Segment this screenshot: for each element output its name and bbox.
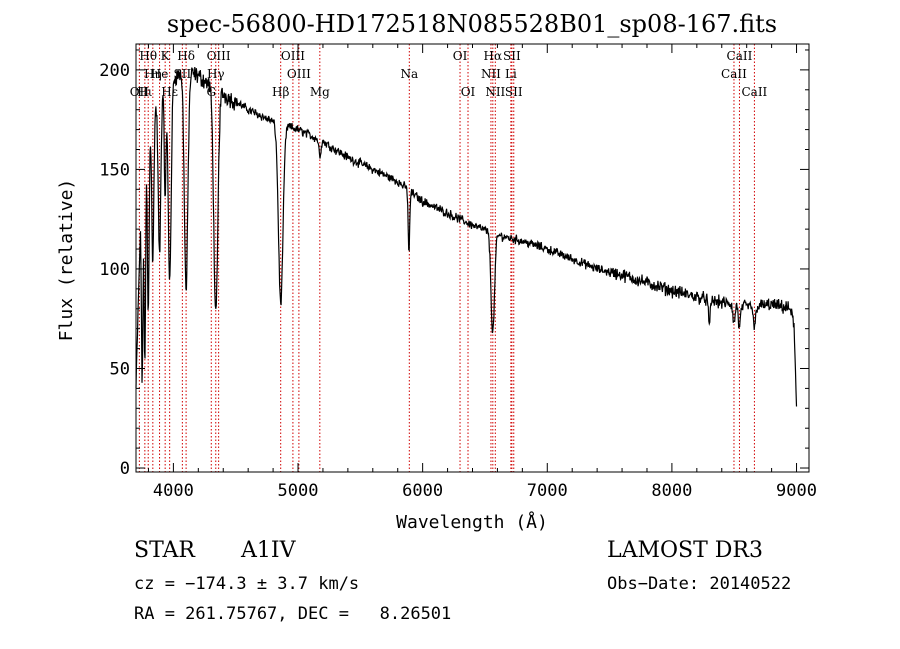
line-label-19: Hι (137, 85, 152, 99)
object-subclass: A1IV (241, 538, 296, 563)
y-tick-label-2: 100 (99, 260, 130, 280)
line-label-0: Hθ (139, 49, 157, 63)
line-label-12: Hγ (207, 67, 225, 81)
x-tick-label-2: 6000 (402, 481, 443, 501)
line-label-2: Hδ (177, 49, 195, 63)
line-label-16: Li (505, 67, 517, 81)
line-label-25: NII (485, 85, 505, 99)
line-label-15: NII (481, 67, 501, 81)
line-label-9: Hη (144, 67, 162, 81)
coordinates-readout: RA = 261.75767, DEC = 8.26501 (134, 604, 452, 624)
y-tick-label-3: 150 (99, 160, 130, 180)
line-label-5: OI (453, 49, 468, 63)
line-label-14: Na (400, 67, 418, 81)
line-label-4: OIII (281, 49, 305, 63)
plot-frame (135, 43, 810, 473)
x-axis-label: Wavelength (Å) (396, 511, 548, 533)
object-type: STAR (134, 538, 195, 563)
x-tick-label-0: 4000 (153, 481, 194, 501)
line-label-3: OIII (207, 49, 231, 63)
line-label-20: Hε (161, 85, 178, 99)
line-label-1: K (161, 49, 171, 63)
y-tick-label-0: 0 (120, 459, 130, 479)
line-label-13: OIII (287, 67, 311, 81)
y-tick-label-1: 50 (110, 359, 130, 379)
chart-title: spec-56800-HD172518N085528B01_sp08-167.f… (167, 10, 777, 38)
line-label-27: CaII (741, 85, 767, 99)
x-axis-ticks: 4000 5000 6000 7000 8000 9000 (147, 44, 817, 501)
survey-name: LAMOST DR3 (607, 538, 763, 563)
redshift-readout: cz = −174.3 ± 3.7 km/s (134, 574, 360, 594)
x-tick-label-4: 8000 (651, 481, 692, 501)
x-tick-label-5: 9000 (776, 481, 817, 501)
y-tick-label-4: 200 (99, 61, 130, 81)
line-label-10: He (151, 67, 169, 81)
line-label-8: CaII (727, 49, 753, 63)
spectral-line-markers (138, 44, 755, 472)
y-axis-ticks: 0 50 100 150 200 (99, 49, 809, 479)
observation-date: Obs−Date: 20140522 (607, 574, 792, 594)
line-label-6: Hα (484, 49, 503, 63)
line-label-17: CaII (721, 67, 747, 81)
line-label-22: Hβ (272, 85, 289, 99)
spectrum-line (135, 66, 798, 407)
line-label-7: SII (503, 49, 521, 63)
x-tick-label-3: 7000 (527, 481, 568, 501)
line-label-18: OII (130, 85, 150, 99)
line-label-24: OI (461, 85, 476, 99)
line-label-23: Mg (310, 85, 330, 99)
y-axis-label: Flux (relative) (56, 179, 77, 342)
x-tick-label-1: 5000 (278, 481, 319, 501)
line-label-26: SII (505, 85, 523, 99)
